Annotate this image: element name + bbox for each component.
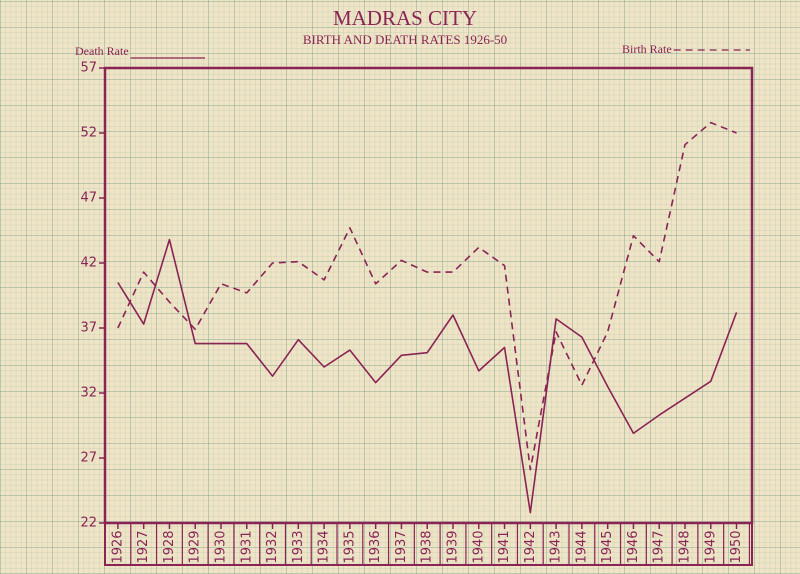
chart-title: MADRAS CITY <box>333 6 477 30</box>
x-tick-label: 1940 <box>471 530 486 563</box>
x-tick-label: 1947 <box>652 530 667 563</box>
plot-frame <box>103 66 754 525</box>
x-tick-label: 1942 <box>523 530 538 563</box>
x-tick-label: 1934 <box>317 530 332 563</box>
x-tick-label: 1931 <box>239 530 254 563</box>
y-tick-label: 32 <box>80 386 97 401</box>
x-tick-label: 1938 <box>420 530 435 563</box>
x-tick-label: 1935 <box>342 530 357 563</box>
x-tick-label: 1930 <box>213 530 228 563</box>
x-tick-label: 1944 <box>574 530 589 563</box>
x-tick-label: 1949 <box>703 530 718 563</box>
legend-label: Death Rate <box>75 44 129 58</box>
y-tick-label: 37 <box>80 321 97 336</box>
x-tick-label: 1933 <box>291 530 306 563</box>
legend-label: Birth Rate <box>622 42 672 56</box>
x-tick-label: 1936 <box>368 530 383 563</box>
x-tick-label: 1939 <box>445 530 460 563</box>
x-tick-label: 1927 <box>136 530 151 563</box>
x-tick-label: 1932 <box>265 530 280 563</box>
x-tick-label: 1928 <box>162 530 177 563</box>
x-tick-label: 1950 <box>729 530 744 563</box>
x-label-frame <box>104 522 753 566</box>
chart-subtitle: BIRTH AND DEATH RATES 1926-50 <box>303 32 507 47</box>
x-tick-label: 1945 <box>600 530 615 563</box>
x-tick-label: 1929 <box>188 530 203 563</box>
x-tick-label: 1941 <box>497 530 512 563</box>
y-tick-label: 47 <box>80 191 97 206</box>
x-tick-label: 1943 <box>549 530 564 563</box>
y-tick-label: 57 <box>80 61 97 76</box>
x-tick-label: 1948 <box>677 530 692 563</box>
y-tick-label: 52 <box>80 126 97 141</box>
x-tick-label: 1946 <box>626 530 641 563</box>
x-tick-label: 1926 <box>110 530 125 563</box>
y-tick-label: 42 <box>80 256 97 271</box>
series-line <box>117 121 737 471</box>
series-line <box>117 238 738 514</box>
y-tick-label: 27 <box>80 451 97 466</box>
y-tick-label: 22 <box>80 516 97 531</box>
x-tick-label: 1937 <box>394 530 409 563</box>
